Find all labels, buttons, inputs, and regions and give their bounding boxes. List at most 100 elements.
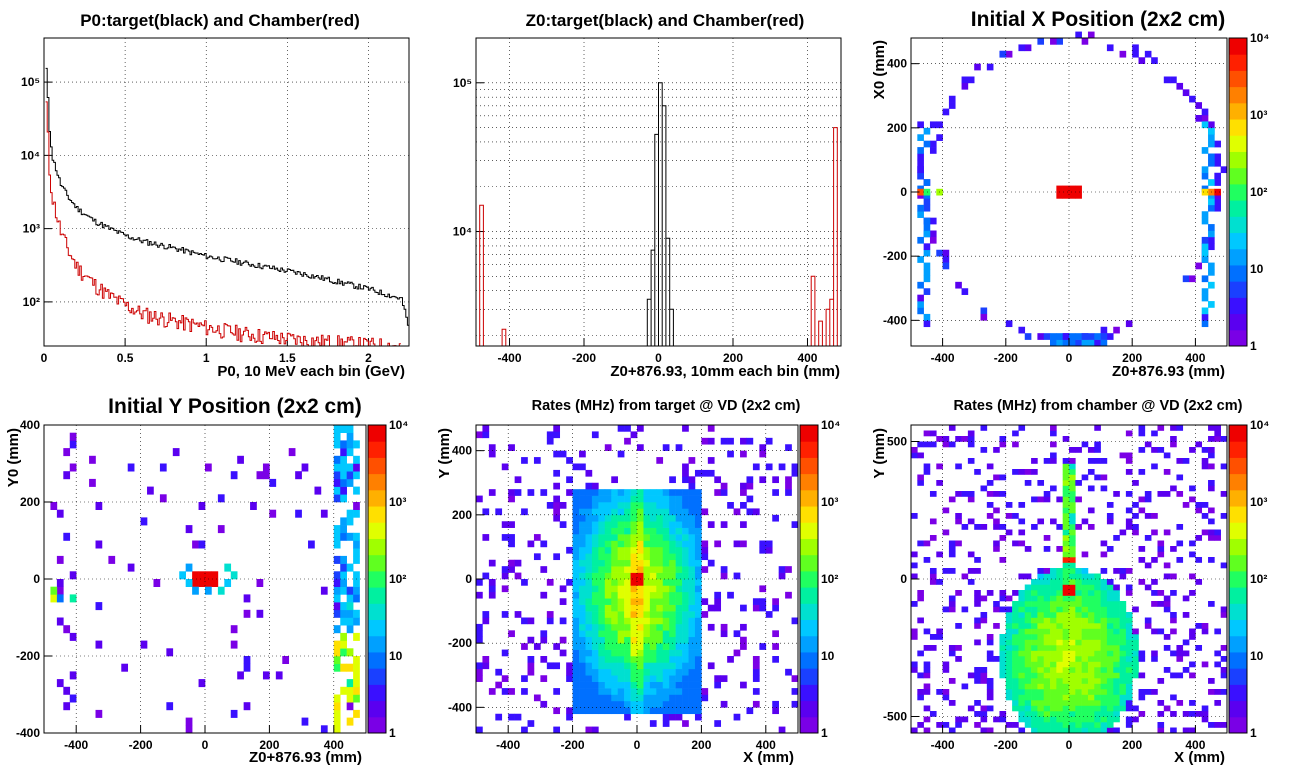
heatmap-cell	[604, 591, 612, 599]
heatmap-cell	[243, 609, 251, 618]
heatmap-cell	[1062, 557, 1070, 563]
heatmap-cell	[514, 489, 522, 496]
heatmap-cell	[1069, 689, 1076, 695]
heatmap-cell	[1037, 700, 1045, 706]
heatmap-cell	[579, 508, 586, 516]
heatmap-cell	[1087, 623, 1095, 629]
heatmap-cell	[999, 716, 1007, 723]
heatmap-cell	[656, 527, 664, 535]
heatmap-cell	[637, 591, 644, 599]
heatmap-cell	[192, 540, 199, 549]
heatmap-cell	[643, 643, 651, 650]
heatmap-cell	[579, 534, 586, 541]
heatmap-cell	[211, 579, 219, 587]
heatmap-cell	[1069, 584, 1076, 591]
heatmap-cell	[993, 518, 1000, 525]
heatmap-cell	[624, 623, 631, 631]
heatmap-cell	[637, 707, 644, 715]
heatmap-cell	[1005, 678, 1013, 684]
heatmap-cell	[611, 534, 618, 541]
heatmap-cell	[948, 678, 956, 684]
heatmap-cell	[911, 551, 918, 558]
heatmap-cell	[669, 591, 676, 599]
heatmap-cell	[1018, 502, 1026, 508]
x-axis-label: Z0+876.93, 10mm each bin (mm)	[610, 363, 840, 380]
heatmap-cell	[923, 557, 931, 563]
heatmap-cell	[346, 471, 354, 480]
heatmap-cell	[682, 495, 689, 503]
heatmap-cell	[656, 521, 664, 528]
heatmap-cell	[1031, 689, 1038, 695]
heatmap-cell	[942, 667, 950, 673]
heatmap-cell	[488, 579, 496, 586]
heatmap-cell	[675, 508, 683, 516]
heatmap-cell	[108, 555, 116, 564]
heatmap-cell	[1012, 634, 1019, 640]
y-axis-label: Y0 (mm)	[5, 428, 22, 487]
heatmap-cell	[707, 457, 715, 464]
heatmap-cell	[936, 634, 943, 640]
colorbar-segment	[1229, 716, 1247, 734]
chart-title: P0:target(black) and Chamber(red)	[80, 11, 360, 30]
colorbar-frame	[367, 424, 387, 734]
heatmap-cell	[948, 650, 956, 657]
heatmap-cell	[1151, 557, 1158, 563]
heatmap-cell	[1125, 650, 1133, 657]
heatmap-cell	[688, 489, 696, 496]
heatmap-cell	[656, 598, 664, 605]
heatmap-cell	[688, 707, 696, 715]
heatmap-cell	[1113, 689, 1120, 695]
heatmap-cell	[69, 671, 77, 680]
heatmap-cell	[669, 675, 676, 682]
colorbar-label: 10³	[821, 495, 838, 509]
heatmap-cell	[1075, 650, 1082, 657]
colorbar-segment	[1229, 167, 1247, 185]
heatmap-cell	[669, 630, 676, 638]
heatmap-cell	[1005, 656, 1013, 662]
heatmap-cell	[682, 681, 689, 689]
heatmap-cell	[591, 726, 599, 734]
heatmap-cell	[675, 546, 683, 554]
heatmap-cell	[598, 656, 606, 663]
heatmap-cell	[1018, 469, 1026, 475]
heatmap-cell	[1081, 617, 1089, 624]
heatmap-cell	[1031, 496, 1038, 503]
heatmap-cell	[1214, 650, 1221, 657]
y-tick-label: -500	[883, 710, 907, 724]
heatmap-cell	[1151, 656, 1158, 662]
colorbar-segment	[368, 554, 386, 572]
heatmap-cell	[993, 447, 1000, 453]
heatmap-cell	[999, 441, 1007, 448]
heatmap-cell	[559, 585, 567, 593]
heatmap-cell	[662, 502, 670, 509]
heatmap-cell	[785, 591, 792, 599]
heatmap-cell	[333, 702, 341, 711]
heatmap-cell	[320, 725, 328, 734]
heatmap-cell	[617, 540, 625, 548]
heatmap-cell	[353, 586, 360, 595]
heatmap-cell	[656, 534, 664, 541]
heatmap-cell	[1113, 639, 1120, 646]
heatmap-cell	[955, 540, 962, 547]
heatmap-cell	[166, 702, 174, 711]
heatmap-cell	[688, 700, 696, 708]
heatmap-cell	[1031, 590, 1038, 596]
heatmap-cell	[1043, 667, 1051, 673]
heatmap-cell	[1081, 694, 1089, 701]
heatmap-cell	[598, 604, 606, 612]
heatmap-cell	[611, 514, 618, 522]
heatmap-cell	[1005, 645, 1013, 651]
heatmap-cell	[1075, 705, 1082, 712]
heatmap-cell	[1182, 275, 1190, 283]
heatmap-cell	[967, 491, 975, 497]
heatmap-cell	[675, 675, 683, 682]
heatmap-cell	[572, 514, 580, 522]
heatmap-cell	[637, 617, 644, 625]
heatmap-cell	[911, 727, 918, 734]
heatmap-cell	[295, 509, 302, 518]
heatmap-cell	[527, 636, 535, 644]
heatmap-cell	[604, 623, 612, 631]
colorbar-label: 10⁴	[1250, 31, 1269, 45]
heatmap-cell	[649, 662, 657, 670]
heatmap-cell	[585, 591, 593, 599]
